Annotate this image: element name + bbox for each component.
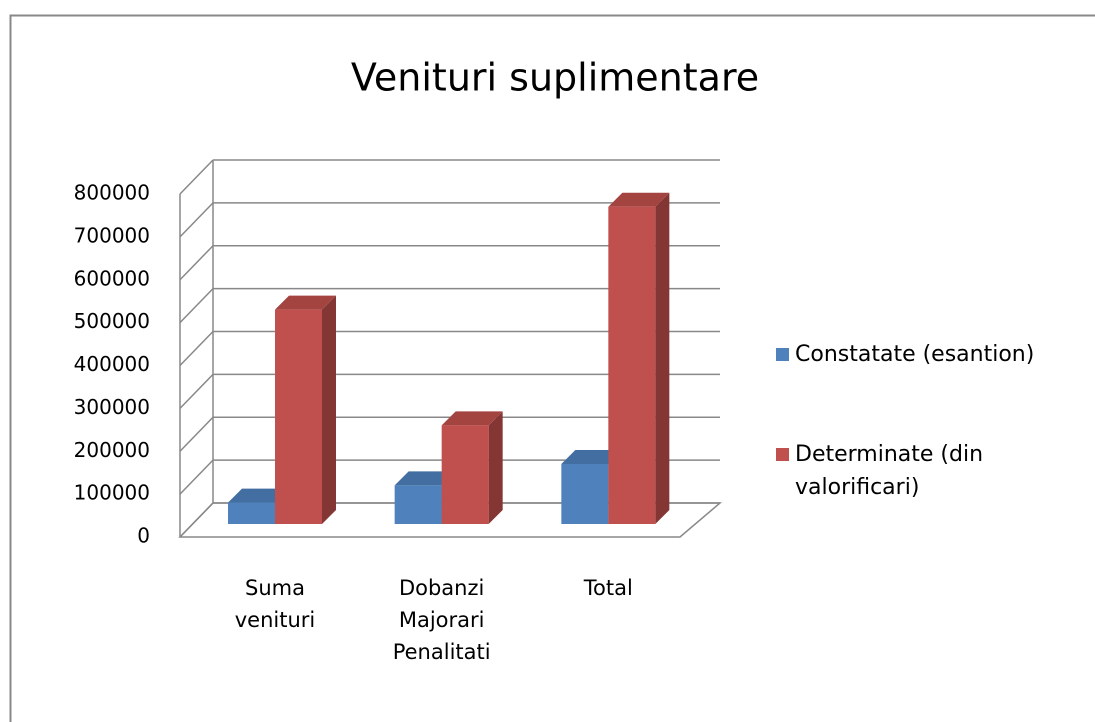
- floor: [178, 502, 723, 538]
- y-tick-label: 400000: [74, 352, 150, 376]
- bar-side: [488, 411, 503, 524]
- bar-top: [228, 488, 289, 503]
- grid-line-side: [179, 288, 214, 324]
- grid-line-side: [179, 245, 214, 281]
- bar-top: [561, 449, 623, 464]
- chart-title: Venituri suplimentare: [351, 56, 759, 100]
- y-tick-label: 300000: [74, 395, 150, 419]
- y-tick-label: 0: [137, 524, 150, 548]
- bar: [394, 485, 442, 524]
- bar: [228, 502, 275, 524]
- grid-line-side: [179, 202, 214, 238]
- grid-line-side: [179, 159, 214, 195]
- bar-top: [394, 471, 456, 486]
- legend-swatch: [776, 448, 789, 461]
- y-tick-label: 800000: [74, 181, 150, 205]
- x-tick-label: Dobanzi Majorari Penalitati: [392, 576, 491, 664]
- bar: [275, 309, 322, 524]
- bar-top: [441, 411, 503, 426]
- bar: [561, 463, 609, 524]
- bar: [441, 425, 489, 524]
- y-tick-label: 100000: [74, 481, 150, 505]
- y-tick-label: 500000: [74, 309, 150, 333]
- legend-label: Determinate (din valorificari): [795, 442, 984, 500]
- grid-line-side: [179, 416, 214, 452]
- x-tick-label: Total: [583, 576, 633, 600]
- y-tick-label: 200000: [74, 438, 150, 462]
- grid-line-side: [179, 330, 214, 367]
- y-tick-label: 700000: [74, 223, 150, 247]
- legend-swatch: [776, 348, 789, 361]
- y-tick-label: 600000: [74, 266, 150, 290]
- grid-line-side: [179, 373, 214, 409]
- x-tick-label: Suma venituri: [234, 576, 316, 632]
- bar-side: [655, 192, 670, 524]
- bar-side: [322, 295, 336, 524]
- grid-line-side: [179, 459, 214, 495]
- bar-top: [275, 295, 336, 310]
- legend-label: Constatate (esantion): [795, 342, 1035, 367]
- bar-top: [608, 192, 670, 207]
- bar: [608, 206, 656, 524]
- chart-border: [9, 14, 1095, 722]
